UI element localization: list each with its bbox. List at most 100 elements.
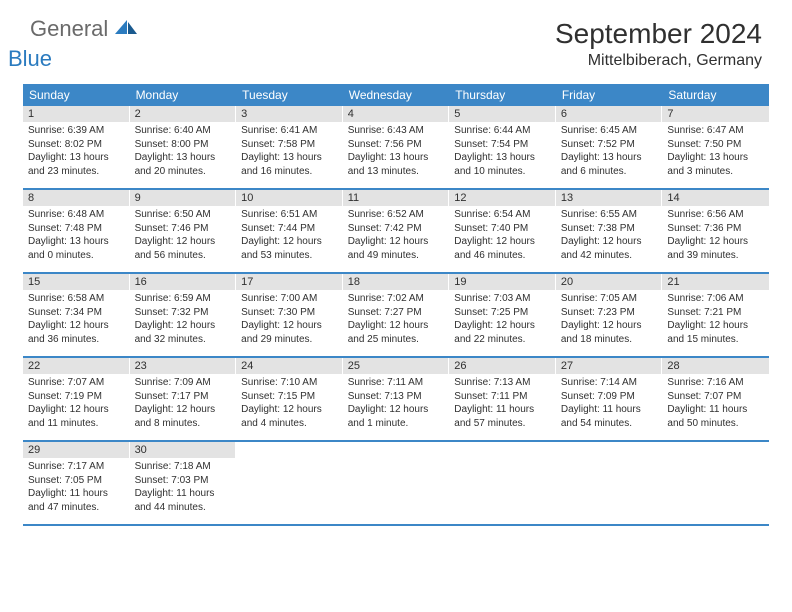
weekday-header: Monday <box>130 84 237 106</box>
day-number: 13 <box>556 190 663 206</box>
sunset-text: Sunset: 7:11 PM <box>454 390 551 404</box>
day-number: 29 <box>23 442 130 458</box>
calendar-cell-empty <box>343 442 450 524</box>
sunrise-text: Sunrise: 6:48 AM <box>28 208 125 222</box>
month-title: September 2024 <box>555 18 762 50</box>
calendar-cell: 8Sunrise: 6:48 AMSunset: 7:48 PMDaylight… <box>23 190 130 272</box>
day-details: Sunrise: 6:44 AMSunset: 7:54 PMDaylight:… <box>449 122 556 184</box>
weekday-header: Saturday <box>662 84 769 106</box>
sunrise-text: Sunrise: 6:56 AM <box>667 208 764 222</box>
weekday-header: Sunday <box>23 84 130 106</box>
calendar-cell: 29Sunrise: 7:17 AMSunset: 7:05 PMDayligh… <box>23 442 130 524</box>
sunset-text: Sunset: 7:38 PM <box>561 222 658 236</box>
daylight-text: Daylight: 12 hours and 32 minutes. <box>135 319 232 346</box>
daylight-text: Daylight: 12 hours and 53 minutes. <box>241 235 338 262</box>
sunset-text: Sunset: 7:23 PM <box>561 306 658 320</box>
day-details: Sunrise: 6:43 AMSunset: 7:56 PMDaylight:… <box>343 122 450 184</box>
sunset-text: Sunset: 7:42 PM <box>348 222 445 236</box>
sunset-text: Sunset: 7:13 PM <box>348 390 445 404</box>
day-details: Sunrise: 6:52 AMSunset: 7:42 PMDaylight:… <box>343 206 450 268</box>
sunrise-text: Sunrise: 7:07 AM <box>28 376 125 390</box>
calendar-cell: 22Sunrise: 7:07 AMSunset: 7:19 PMDayligh… <box>23 358 130 440</box>
sunset-text: Sunset: 7:50 PM <box>667 138 764 152</box>
sunrise-text: Sunrise: 6:43 AM <box>348 124 445 138</box>
calendar-cell: 25Sunrise: 7:11 AMSunset: 7:13 PMDayligh… <box>343 358 450 440</box>
sunrise-text: Sunrise: 6:45 AM <box>561 124 658 138</box>
calendar-cell: 9Sunrise: 6:50 AMSunset: 7:46 PMDaylight… <box>130 190 237 272</box>
calendar-cell: 1Sunrise: 6:39 AMSunset: 8:02 PMDaylight… <box>23 106 130 188</box>
day-details: Sunrise: 7:06 AMSunset: 7:21 PMDaylight:… <box>662 290 769 352</box>
day-number: 4 <box>343 106 450 122</box>
weekday-header-row: SundayMondayTuesdayWednesdayThursdayFrid… <box>23 84 769 106</box>
sunrise-text: Sunrise: 6:50 AM <box>135 208 232 222</box>
weekday-header: Tuesday <box>236 84 343 106</box>
calendar-cell-empty <box>449 442 556 524</box>
calendar-cell: 10Sunrise: 6:51 AMSunset: 7:44 PMDayligh… <box>236 190 343 272</box>
sunset-text: Sunset: 7:21 PM <box>667 306 764 320</box>
sunrise-text: Sunrise: 6:54 AM <box>454 208 551 222</box>
brand-logo: General Blue <box>30 18 139 59</box>
calendar-cell: 2Sunrise: 6:40 AMSunset: 8:00 PMDaylight… <box>130 106 237 188</box>
day-details: Sunrise: 6:55 AMSunset: 7:38 PMDaylight:… <box>556 206 663 268</box>
day-details: Sunrise: 7:00 AMSunset: 7:30 PMDaylight:… <box>236 290 343 352</box>
day-number: 7 <box>662 106 769 122</box>
day-details: Sunrise: 6:50 AMSunset: 7:46 PMDaylight:… <box>130 206 237 268</box>
sunset-text: Sunset: 8:02 PM <box>28 138 125 152</box>
sunrise-text: Sunrise: 6:52 AM <box>348 208 445 222</box>
calendar-cell: 3Sunrise: 6:41 AMSunset: 7:58 PMDaylight… <box>236 106 343 188</box>
daylight-text: Daylight: 12 hours and 29 minutes. <box>241 319 338 346</box>
sunrise-text: Sunrise: 7:06 AM <box>667 292 764 306</box>
calendar-week: 22Sunrise: 7:07 AMSunset: 7:19 PMDayligh… <box>23 358 769 442</box>
day-details: Sunrise: 7:18 AMSunset: 7:03 PMDaylight:… <box>130 458 237 520</box>
calendar-cell: 27Sunrise: 7:14 AMSunset: 7:09 PMDayligh… <box>556 358 663 440</box>
sunset-text: Sunset: 7:15 PM <box>241 390 338 404</box>
day-details: Sunrise: 6:41 AMSunset: 7:58 PMDaylight:… <box>236 122 343 184</box>
calendar-cell-empty <box>662 442 769 524</box>
calendar-grid: SundayMondayTuesdayWednesdayThursdayFrid… <box>23 84 769 526</box>
calendar-week: 1Sunrise: 6:39 AMSunset: 8:02 PMDaylight… <box>23 106 769 190</box>
day-details: Sunrise: 6:40 AMSunset: 8:00 PMDaylight:… <box>130 122 237 184</box>
calendar-week: 15Sunrise: 6:58 AMSunset: 7:34 PMDayligh… <box>23 274 769 358</box>
sunset-text: Sunset: 7:03 PM <box>135 474 232 488</box>
sunrise-text: Sunrise: 6:59 AM <box>135 292 232 306</box>
sunset-text: Sunset: 7:05 PM <box>28 474 125 488</box>
sunrise-text: Sunrise: 7:16 AM <box>667 376 764 390</box>
day-details: Sunrise: 6:45 AMSunset: 7:52 PMDaylight:… <box>556 122 663 184</box>
sunrise-text: Sunrise: 7:13 AM <box>454 376 551 390</box>
weekday-header: Wednesday <box>343 84 450 106</box>
daylight-text: Daylight: 11 hours and 54 minutes. <box>561 403 658 430</box>
day-number: 14 <box>662 190 769 206</box>
calendar-cell: 13Sunrise: 6:55 AMSunset: 7:38 PMDayligh… <box>556 190 663 272</box>
daylight-text: Daylight: 13 hours and 0 minutes. <box>28 235 125 262</box>
daylight-text: Daylight: 13 hours and 3 minutes. <box>667 151 764 178</box>
sunset-text: Sunset: 7:44 PM <box>241 222 338 236</box>
daylight-text: Daylight: 12 hours and 36 minutes. <box>28 319 125 346</box>
sunset-text: Sunset: 7:52 PM <box>561 138 658 152</box>
daylight-text: Daylight: 12 hours and 56 minutes. <box>135 235 232 262</box>
daylight-text: Daylight: 12 hours and 22 minutes. <box>454 319 551 346</box>
day-details: Sunrise: 7:05 AMSunset: 7:23 PMDaylight:… <box>556 290 663 352</box>
daylight-text: Daylight: 12 hours and 25 minutes. <box>348 319 445 346</box>
weekday-header: Friday <box>556 84 663 106</box>
sunrise-text: Sunrise: 6:40 AM <box>135 124 232 138</box>
day-number: 23 <box>130 358 237 374</box>
sunrise-text: Sunrise: 7:10 AM <box>241 376 338 390</box>
sunset-text: Sunset: 7:56 PM <box>348 138 445 152</box>
sunset-text: Sunset: 7:30 PM <box>241 306 338 320</box>
calendar-cell: 20Sunrise: 7:05 AMSunset: 7:23 PMDayligh… <box>556 274 663 356</box>
daylight-text: Daylight: 11 hours and 44 minutes. <box>135 487 232 514</box>
day-details: Sunrise: 6:54 AMSunset: 7:40 PMDaylight:… <box>449 206 556 268</box>
day-number: 26 <box>449 358 556 374</box>
day-details: Sunrise: 7:03 AMSunset: 7:25 PMDaylight:… <box>449 290 556 352</box>
sunrise-text: Sunrise: 6:39 AM <box>28 124 125 138</box>
day-details: Sunrise: 6:39 AMSunset: 8:02 PMDaylight:… <box>23 122 130 184</box>
sunrise-text: Sunrise: 6:55 AM <box>561 208 658 222</box>
page-header: General Blue September 2024 Mittelbibera… <box>0 0 792 78</box>
day-number: 2 <box>130 106 237 122</box>
sunset-text: Sunset: 7:40 PM <box>454 222 551 236</box>
title-block: September 2024 Mittelbiberach, Germany <box>555 18 762 70</box>
calendar-cell: 24Sunrise: 7:10 AMSunset: 7:15 PMDayligh… <box>236 358 343 440</box>
day-number: 27 <box>556 358 663 374</box>
day-details: Sunrise: 6:48 AMSunset: 7:48 PMDaylight:… <box>23 206 130 268</box>
day-details: Sunrise: 7:17 AMSunset: 7:05 PMDaylight:… <box>23 458 130 520</box>
